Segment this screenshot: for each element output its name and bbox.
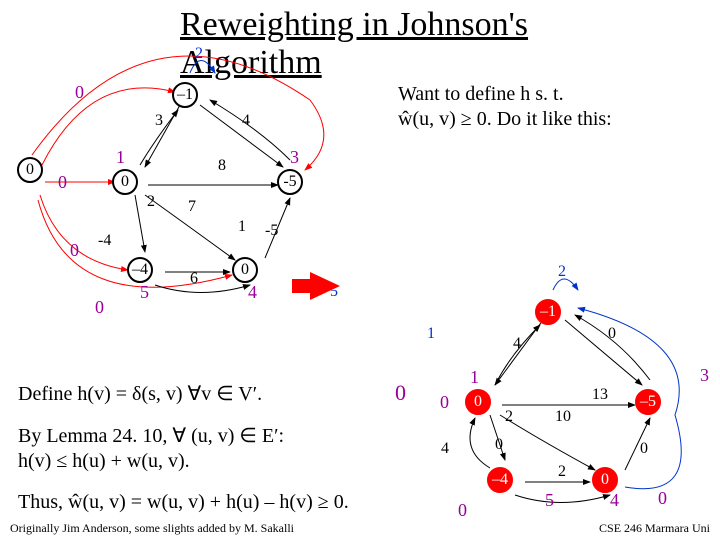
g1-node-3: -5 bbox=[277, 169, 303, 195]
g1-node-2: 0 bbox=[112, 169, 138, 195]
g1-h-n1: 0 bbox=[75, 82, 84, 103]
g1-node-s: 0 bbox=[17, 157, 43, 183]
g1-n2-label: 0 bbox=[121, 173, 129, 191]
g1-h-n2a: 1 bbox=[116, 147, 125, 168]
thus-text: Thus, ŵ(u, v) = w(u, v) + h(u) – h(v) ≥ … bbox=[18, 490, 349, 515]
g2-node-2: 0 bbox=[465, 389, 491, 415]
g2-sec-m5: 4 bbox=[610, 490, 619, 511]
g2-w-23: 13 bbox=[592, 386, 608, 404]
g1-w-13: 4 bbox=[242, 112, 250, 130]
g1-node-5: 0 bbox=[232, 257, 258, 283]
g1-w-25: 7 bbox=[188, 198, 196, 216]
g2-m4-label: –4 bbox=[492, 471, 508, 489]
g1-w-12: 3 bbox=[155, 112, 163, 130]
g2-m5-label: 0 bbox=[601, 471, 609, 489]
g2-h-m3: 3 bbox=[700, 365, 709, 386]
g2-m2-label: 0 bbox=[474, 393, 482, 411]
g2-w-45: 2 bbox=[558, 463, 566, 481]
g2-w-21: 2 bbox=[505, 408, 513, 426]
g1-sec-n4: 5 bbox=[140, 282, 149, 303]
g2-w-31: 1 bbox=[427, 325, 435, 343]
g1-w-23: 8 bbox=[218, 157, 226, 175]
footer-course: CSE 246 Marmara Uni bbox=[599, 521, 710, 536]
g1-n3-label: -5 bbox=[283, 173, 296, 191]
g1-n1-label: –1 bbox=[177, 86, 193, 104]
g1-node-4: –4 bbox=[127, 257, 153, 283]
g2-node-3: –5 bbox=[635, 389, 661, 415]
g1-w-53: -5 bbox=[265, 222, 278, 240]
g1-w-45: 6 bbox=[190, 270, 198, 288]
g1-s-label: 0 bbox=[26, 161, 34, 179]
g2-m3-label: –5 bbox=[640, 393, 656, 411]
define-text: Define h(v) = δ(s, v) ∀v ∈ V′. bbox=[18, 382, 262, 407]
g2-w-42: 4 bbox=[441, 440, 449, 458]
want-text: Want to define h s. t. ŵ(u, v) ≥ 0. Do i… bbox=[398, 82, 708, 132]
g1-w-31: 1 bbox=[238, 218, 246, 236]
g1-h-n4: 0 bbox=[70, 240, 79, 261]
page-title: Reweighting in Johnson's Algorithm bbox=[180, 6, 540, 82]
lemma-l2: h(v) ≤ h(u) + w(u, v). bbox=[18, 450, 190, 472]
g2-sec-m4: 5 bbox=[545, 490, 554, 511]
g2-w-13: 0 bbox=[608, 325, 616, 343]
footer-attribution: Originally Jim Anderson, some slights ad… bbox=[10, 521, 294, 536]
g2-node-1: –1 bbox=[535, 299, 561, 325]
g2-node-4: –4 bbox=[487, 467, 513, 493]
g2-w-12: 4 bbox=[513, 335, 521, 353]
lemma-text: By Lemma 24. 10, ∀ (u, v) ∈ E′: h(v) ≤ h… bbox=[18, 424, 284, 474]
g2-h-m4: 0 bbox=[458, 500, 467, 521]
g2-w-25: 10 bbox=[555, 408, 571, 426]
g1-w-24: -4 bbox=[98, 232, 111, 250]
want-l1: Want to define h s. t. bbox=[398, 83, 564, 105]
g2-w-24: 0 bbox=[495, 436, 503, 454]
g1-w-21: 2 bbox=[147, 193, 155, 211]
g2-start: 0 bbox=[395, 380, 406, 406]
g2-m1-label: –1 bbox=[540, 303, 556, 321]
g2-w-53: 0 bbox=[640, 440, 648, 458]
g1-n5-label: 0 bbox=[241, 261, 249, 279]
g2-w-loop: 2 bbox=[558, 263, 566, 281]
g2-h-m2b: 0 bbox=[440, 392, 449, 413]
g2-h-m2a: 1 bbox=[470, 367, 479, 388]
fat-arrow-icon bbox=[310, 272, 340, 300]
g1-h-n2b: 0 bbox=[58, 172, 67, 193]
g2-h-m5: 0 bbox=[658, 488, 667, 509]
g1-n4-label: –4 bbox=[132, 261, 148, 279]
g1-h-n5bot: 0 bbox=[95, 297, 104, 318]
lemma-l1: By Lemma 24. 10, ∀ (u, v) ∈ E′: bbox=[18, 425, 284, 447]
g1-sec-n5: 4 bbox=[248, 282, 257, 303]
g1-h-n3: 3 bbox=[290, 147, 299, 168]
g1-node-1: –1 bbox=[172, 82, 198, 108]
want-l2: ŵ(u, v) ≥ 0. Do it like this: bbox=[398, 108, 612, 130]
g1-w-loop: 2 bbox=[195, 45, 203, 63]
